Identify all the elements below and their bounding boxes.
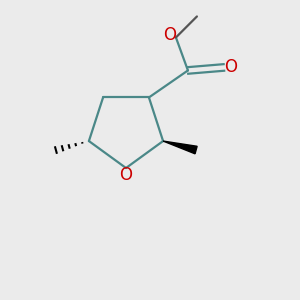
Text: O: O bbox=[164, 26, 176, 44]
Text: O: O bbox=[224, 58, 237, 76]
Text: O: O bbox=[119, 166, 133, 184]
Polygon shape bbox=[163, 141, 197, 154]
